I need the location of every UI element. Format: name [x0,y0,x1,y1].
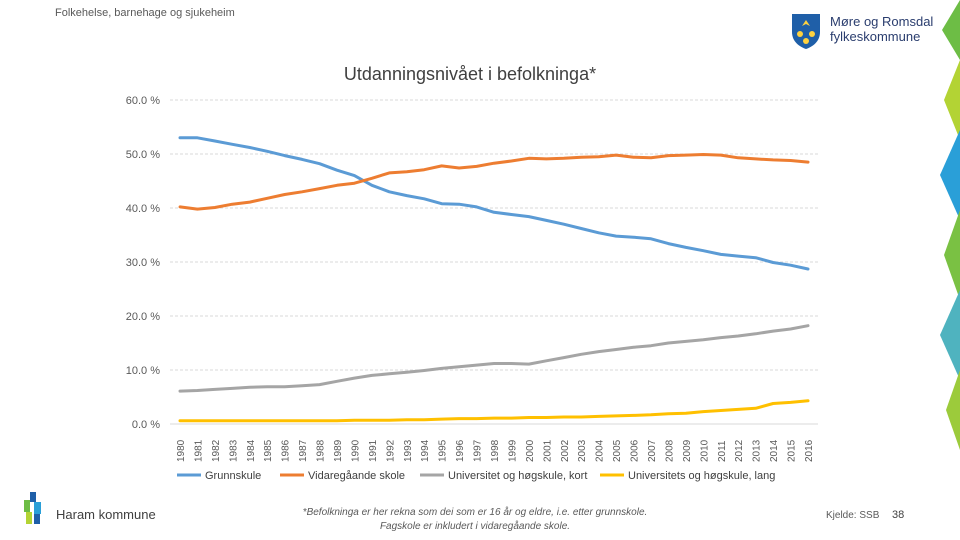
x-tick-label: 1982 [211,439,222,462]
x-tick-label: 2015 [787,439,798,462]
x-tick-label: 1987 [298,439,309,462]
x-tick-label: 1985 [263,439,274,462]
footnote-line-1: *Befolkninga er her rekna som dei som er… [302,507,648,518]
x-tick-label: 1993 [403,439,414,462]
legend-label: Grunnskule [205,470,261,482]
page-number: 38 [892,509,905,521]
x-tick-label: 1996 [455,439,466,462]
x-tick-label: 1989 [333,439,344,462]
x-tick-label: 2010 [699,439,710,462]
x-tick-label: 1997 [473,439,484,462]
haram-logo-icon [24,492,41,524]
x-tick-label: 2001 [542,439,553,462]
y-tick-label: 20.0 % [126,311,160,323]
chart-title: Utdanningsnivået i befolkninga* [344,64,596,84]
y-tick-label: 40.0 % [126,203,160,215]
header-section-title: Folkehelse, barnehage og sjukeheim [55,7,235,19]
legend-label: Universitets og høgskule, lang [628,470,775,482]
x-tick-label: 2004 [595,439,606,462]
haram-kommune-logo: Haram kommune [22,492,182,528]
x-tick-label: 1981 [193,439,204,462]
x-tick-label: 1999 [507,439,518,462]
x-tick-label: 1994 [420,439,431,462]
x-tick-label: 1980 [176,439,187,462]
x-tick-label: 2012 [734,439,745,462]
x-tick-label: 2000 [525,439,536,462]
x-tick-label: 2016 [804,439,815,462]
series-line-grunnskule [178,136,810,271]
y-tick-label: 30.0 % [126,257,160,269]
x-tick-label: 2009 [682,439,693,462]
municipality-name: Haram kommune [56,507,156,522]
x-tick-label: 1986 [281,439,292,462]
series-line-universitet-og-h-gskule-kort [178,324,810,393]
x-tick-label: 2011 [717,440,728,462]
x-tick-label: 1988 [316,439,327,462]
y-tick-label: 0.0 % [132,419,160,431]
x-tick-label: 2006 [630,439,641,462]
x-tick-label: 2002 [560,439,571,462]
x-tick-label: 1984 [246,439,257,462]
x-tick-label: 2013 [752,439,763,462]
x-tick-label: 2008 [664,439,675,462]
x-tick-label: 2014 [769,439,780,462]
legend-label: Universitet og høgskule, kort [448,470,587,482]
footnote-line-2: Fagskole er inkludert i vidaregåande sko… [379,521,571,532]
x-tick-label: 2005 [612,439,623,462]
y-tick-label: 50.0 % [126,149,160,161]
x-tick-label: 1983 [228,439,239,462]
fylkeskommune-logo: Møre og Romsdal fylkeskommune [790,12,940,52]
logo-line-2: fylkeskommune [830,29,921,44]
x-tick-label: 1998 [490,439,501,462]
decorative-color-strip [940,0,960,450]
series-line-vidareg-ande-skole [178,153,810,211]
legend-label: Vidaregåande skole [308,470,405,482]
coat-of-arms-icon [792,14,820,49]
x-tick-label: 1992 [385,439,396,462]
x-tick-label: 1991 [368,439,379,462]
x-tick-label: 2003 [577,439,588,462]
x-tick-label: 1990 [350,439,361,462]
x-tick-label: 1995 [438,439,449,462]
y-tick-label: 10.0 % [126,365,160,377]
chart-footnote: *Befolkninga er her rekna som dei som er… [270,506,680,534]
data-source: Kjelde: SSB [826,510,880,521]
x-tick-label: 2007 [647,439,658,462]
logo-line-1: Møre og Romsdal [830,14,934,29]
y-tick-label: 60.0 % [126,95,160,107]
series-line-universitets-og-h-gskule-lang [178,399,810,423]
